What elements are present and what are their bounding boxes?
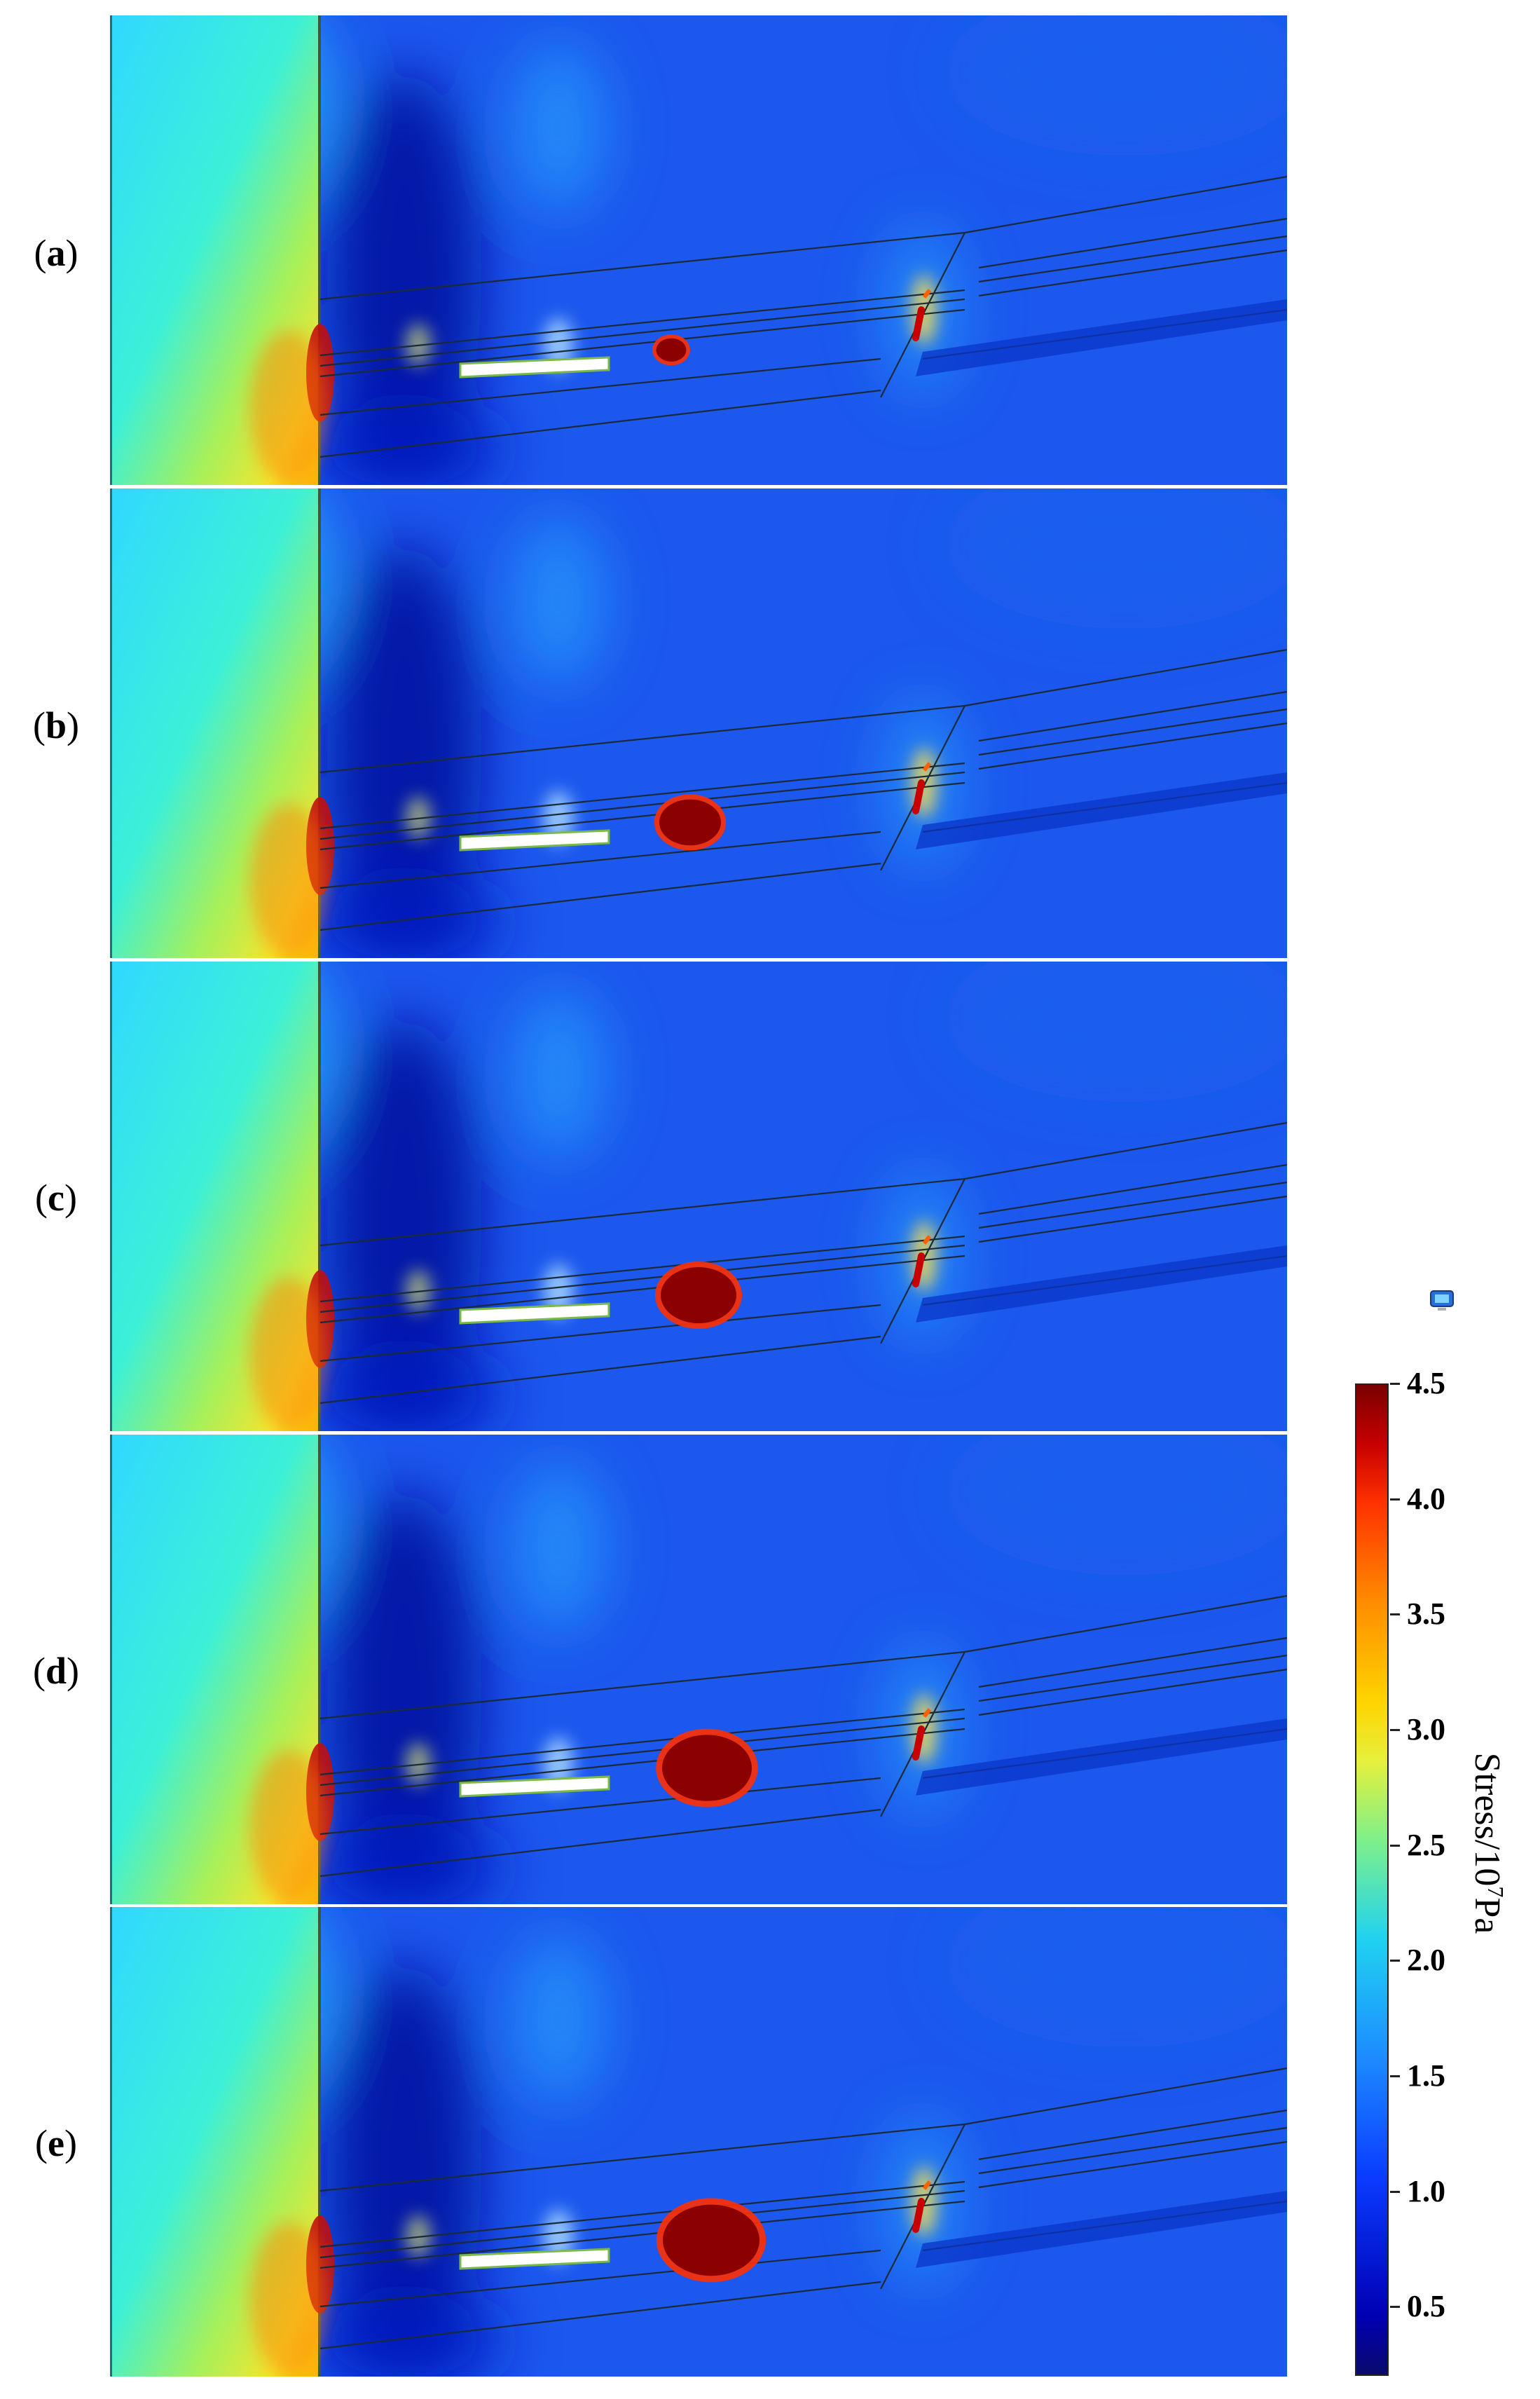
stress-panel-d — [110, 1435, 1287, 1904]
colorbar-tick-label: 2.0 — [1407, 1943, 1445, 1978]
stress-panel-e — [110, 1907, 1287, 2377]
comsol-toolbar-icon — [1430, 1290, 1454, 1311]
stress-panel-b — [110, 488, 1287, 958]
colorbar-tick-label: 0.5 — [1407, 2289, 1445, 2324]
colorbar-tick-label: 3.5 — [1407, 1597, 1445, 1632]
panel-label-a: (a) — [34, 232, 78, 274]
colorbar-tick — [1390, 1844, 1400, 1847]
colorbar — [1355, 1383, 1389, 2376]
stress-field-svg — [110, 488, 1287, 958]
panel-label-d: (d) — [32, 1650, 79, 1692]
panel-label-e: (e) — [35, 2122, 77, 2164]
colorbar-title: Stress/107Pa — [1466, 1752, 1509, 1934]
colorbar-tick-label: 4.0 — [1407, 1481, 1445, 1516]
colorbar-tick — [1390, 2190, 1400, 2193]
colorbar-tick — [1390, 1498, 1400, 1501]
panel-label-c: (c) — [35, 1177, 77, 1219]
colorbar-tick-label: 1.0 — [1407, 2173, 1445, 2208]
stress-panel-c — [110, 962, 1287, 1431]
colorbar-tick — [1390, 1960, 1400, 1962]
colorbar-tick — [1390, 1383, 1400, 1385]
stress-field-svg — [110, 1435, 1287, 1904]
stress-field-svg — [110, 15, 1287, 485]
stress-field-svg — [110, 1907, 1287, 2377]
colorbar-tick — [1390, 2075, 1400, 2077]
colorbar-tick-label: 3.0 — [1407, 1711, 1445, 1747]
panel-label-b: (b) — [32, 704, 79, 746]
stress-field-svg — [110, 962, 1287, 1431]
colorbar-tick-label: 1.5 — [1407, 2058, 1445, 2093]
colorbar-tick — [1390, 1728, 1400, 1731]
colorbar-tick-label: 2.5 — [1407, 1827, 1445, 1862]
colorbar-tick — [1390, 1613, 1400, 1616]
colorbar-tick-label: 4.5 — [1407, 1366, 1445, 1400]
stress-panel-a — [110, 15, 1287, 485]
colorbar-tick — [1390, 2306, 1400, 2309]
